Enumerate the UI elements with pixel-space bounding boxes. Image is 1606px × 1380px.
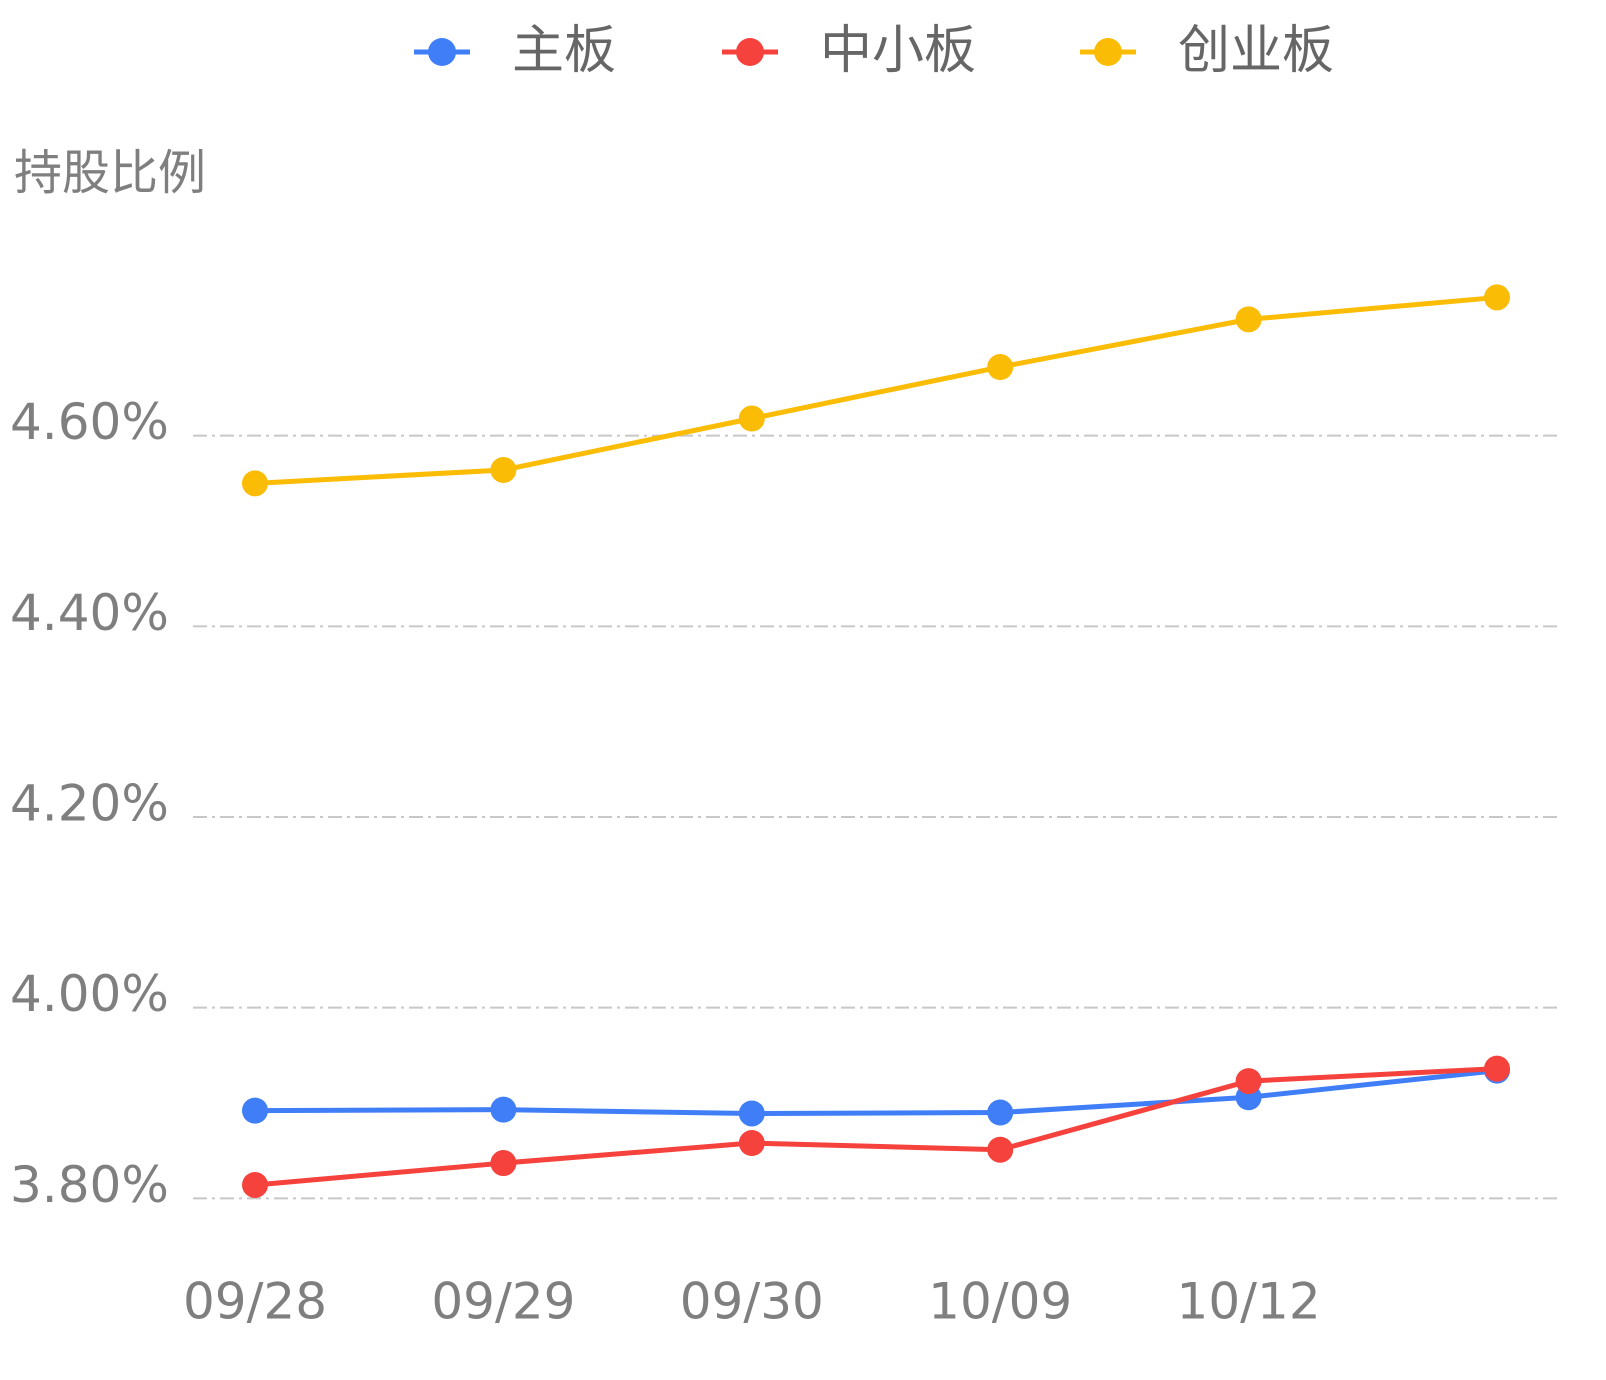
data-point <box>490 1096 517 1123</box>
x-tick-label: 10/09 <box>928 1273 1072 1331</box>
data-point <box>242 470 268 497</box>
series-line <box>254 1066 1498 1188</box>
x-tick-label: 09/30 <box>680 1273 824 1331</box>
y-tick-label: 4.40% <box>10 584 169 642</box>
data-point <box>1235 1068 1262 1095</box>
data-point <box>242 1097 268 1124</box>
data-point <box>1484 284 1510 311</box>
legend-marker <box>1094 38 1122 66</box>
series-line <box>254 294 1498 486</box>
series-line <box>254 1068 1498 1116</box>
data-point <box>738 1100 765 1127</box>
y-tick-label: 4.20% <box>10 775 169 833</box>
legend-label: 主板 <box>512 21 616 81</box>
x-tick-label: 09/29 <box>431 1273 575 1331</box>
legend-marker <box>428 38 456 66</box>
x-tick-label: 09/28 <box>183 1273 327 1331</box>
data-point <box>987 1099 1014 1126</box>
data-point <box>242 1171 268 1198</box>
data-point <box>490 456 517 483</box>
legend-label: 中小板 <box>820 21 976 81</box>
y-tick-label: 3.80% <box>10 1156 169 1214</box>
data-point <box>1235 306 1262 333</box>
data-point <box>738 405 765 432</box>
data-point <box>1484 1055 1510 1082</box>
data-point <box>738 1130 765 1157</box>
y-axis-title: 持股比例 <box>14 145 206 201</box>
data-point <box>490 1150 517 1177</box>
data-point <box>987 1136 1014 1163</box>
y-tick-label: 4.00% <box>10 965 169 1023</box>
x-tick-label: 10/12 <box>1177 1273 1321 1331</box>
data-point <box>987 354 1014 381</box>
legend-marker <box>736 38 764 66</box>
legend-label: 创业板 <box>1178 21 1334 81</box>
y-tick-label: 4.60% <box>10 393 169 451</box>
